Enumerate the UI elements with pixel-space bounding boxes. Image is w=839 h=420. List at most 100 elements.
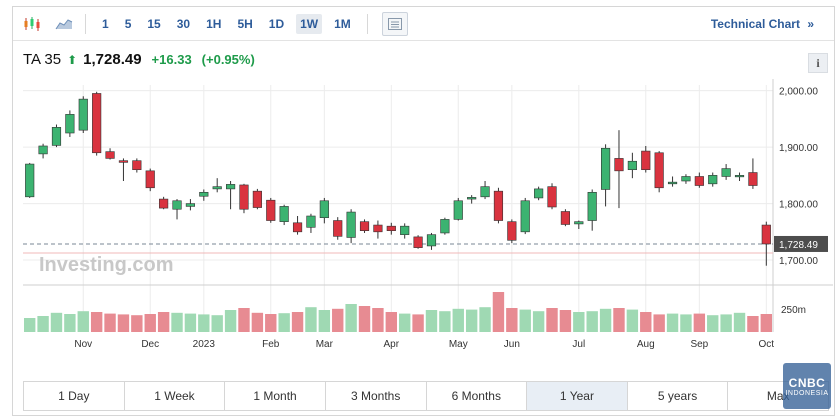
candle-body xyxy=(373,224,383,233)
info-button[interactable]: i xyxy=(808,53,828,73)
technical-chart-label: Technical Chart xyxy=(710,17,800,31)
candle-body xyxy=(306,215,316,228)
interval-1d[interactable]: 1D xyxy=(268,16,285,31)
x-tick-label: Oct xyxy=(759,339,775,350)
volume-bar xyxy=(479,307,491,332)
x-tick-label: Feb xyxy=(262,339,280,350)
candle-body xyxy=(65,114,75,134)
volume-bar xyxy=(720,314,732,332)
candle-body xyxy=(25,163,35,198)
candle-body xyxy=(694,176,704,186)
volume-bar xyxy=(452,308,464,332)
candle-body xyxy=(172,200,182,210)
volume-bar xyxy=(733,312,746,332)
candle-body xyxy=(333,220,343,237)
candle-body xyxy=(507,221,517,241)
candle-body xyxy=(520,200,530,233)
candle-body xyxy=(654,152,664,189)
candle-body xyxy=(319,200,329,219)
volume-bar xyxy=(157,312,170,332)
candle-body xyxy=(279,206,289,222)
volume-bar xyxy=(707,315,719,332)
candle-body xyxy=(560,211,570,225)
volume-bar xyxy=(640,312,652,332)
interval-1w[interactable]: 1W xyxy=(296,13,323,34)
candle-body xyxy=(199,191,209,197)
interval-5h[interactable]: 5H xyxy=(237,16,253,31)
volume-bar xyxy=(305,307,317,332)
x-tick-label: Jul xyxy=(572,339,585,350)
volume-bar xyxy=(559,310,572,332)
price-tag-box xyxy=(774,235,828,252)
candle-body xyxy=(467,197,477,200)
volume-bar xyxy=(77,311,89,332)
y-tick-label: 2,000.00 xyxy=(779,87,818,98)
x-tick-label: Aug xyxy=(637,339,655,350)
volume-bar xyxy=(680,314,692,332)
candle-body xyxy=(614,158,624,172)
candlestick-chart-icon[interactable] xyxy=(19,12,45,36)
candle-body xyxy=(159,198,169,209)
area-chart-icon[interactable] xyxy=(51,12,77,36)
candle-body xyxy=(667,181,678,185)
interval-1m[interactable]: 1M xyxy=(334,16,351,31)
range-selector: 1 Day 1 Week 1 Month 3 Months 6 Months 1 Year… xyxy=(23,381,829,411)
price-change-percent: (+0.95%) xyxy=(201,52,255,67)
range-1-month[interactable]: 1 Month xyxy=(225,382,326,410)
volume-bar xyxy=(519,309,531,332)
volume-bar xyxy=(50,312,63,332)
candle-body xyxy=(118,160,129,163)
interval-5[interactable]: 5 xyxy=(124,16,132,31)
volume-bar xyxy=(318,310,331,332)
x-tick-label: Jun xyxy=(504,339,520,350)
candle-body xyxy=(480,186,490,198)
candle-body xyxy=(440,219,450,234)
badge-line-2: INDONESIA xyxy=(785,389,829,397)
candle-body xyxy=(734,175,745,178)
cnbc-indonesia-logo: CNBC INDONESIA xyxy=(783,363,831,409)
volume-bar xyxy=(760,314,772,332)
volume-bar xyxy=(613,308,625,332)
chart-toolbar: 1 5 15 30 1H 5H 1D 1W 1M Technical Chart » xyxy=(13,7,834,41)
range-1-day[interactable]: 1 Day xyxy=(24,382,125,410)
candle-body xyxy=(641,150,651,171)
candle-body xyxy=(413,236,423,248)
range-1-year[interactable]: 1 Year xyxy=(527,382,628,410)
interval-30[interactable]: 30 xyxy=(176,16,191,31)
volume-bar xyxy=(653,314,665,332)
volume-bar xyxy=(278,313,290,332)
interval-15[interactable]: 15 xyxy=(147,16,161,31)
price-chart[interactable]: 2,000.00 1,900.00 1,800.00 1,700.00 Nov Dec 20… xyxy=(13,77,836,377)
price-chart-svg: 2,000.00 1,900.00 1,800.00 1,700.00 Nov Dec 20… xyxy=(23,79,833,350)
candle-body xyxy=(721,168,731,177)
interval-1h[interactable]: 1H xyxy=(206,16,222,31)
volume-bar xyxy=(425,310,438,332)
x-tick-label: May xyxy=(449,339,468,350)
range-1-week[interactable]: 1 Week xyxy=(125,382,226,410)
volume-bar xyxy=(104,313,116,332)
volume-bar xyxy=(385,312,397,332)
range-3-months[interactable]: 3 Months xyxy=(326,382,427,410)
candle-body xyxy=(145,170,155,189)
technical-chart-link[interactable]: Technical Chart » xyxy=(711,17,814,31)
volume-bar xyxy=(412,314,424,332)
volume-bar xyxy=(358,306,371,332)
candle-body xyxy=(92,93,102,154)
volume-bar xyxy=(238,308,250,332)
candle-body xyxy=(212,186,222,190)
chart-settings-icon[interactable] xyxy=(381,11,408,36)
candle-body xyxy=(51,127,62,146)
volume-bar xyxy=(399,313,411,332)
interval-1[interactable]: 1 xyxy=(102,16,109,31)
volume-bar xyxy=(265,314,277,332)
range-5-years[interactable]: 5 years xyxy=(628,382,729,410)
candle-body xyxy=(627,160,637,171)
candle-body xyxy=(346,211,356,238)
toolbar-divider xyxy=(366,13,368,34)
volume-bar xyxy=(90,312,103,332)
candle-body xyxy=(547,186,557,208)
volume-bar xyxy=(747,316,759,332)
range-6-months[interactable]: 6 Months xyxy=(427,382,528,410)
volume-bar xyxy=(117,314,130,332)
instrument-name: TA 35 xyxy=(23,51,62,68)
